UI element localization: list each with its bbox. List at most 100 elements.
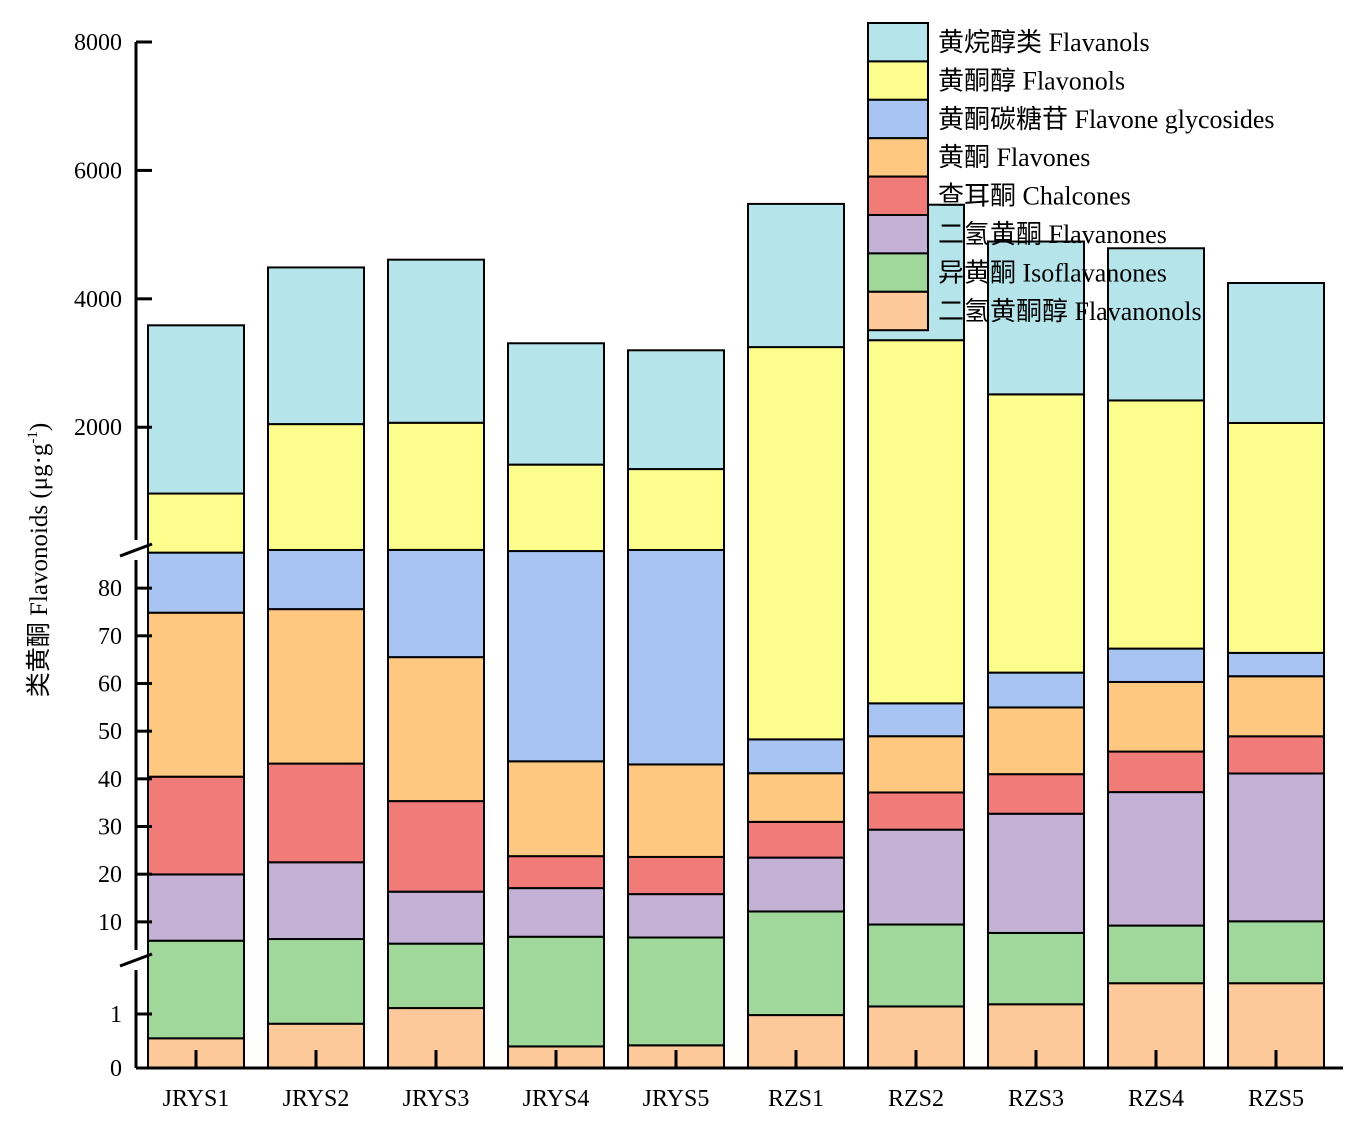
y-tick-label: 30 <box>98 815 122 841</box>
x-tick-label: JRYS2 <box>283 1086 350 1112</box>
y-tick-label: 8000 <box>74 30 122 56</box>
bar-segment <box>747 772 845 823</box>
bar-segment <box>147 611 245 778</box>
y-tick-label: 60 <box>98 671 122 697</box>
bar-segment <box>147 324 245 495</box>
x-tick-label: JRYS5 <box>643 1086 710 1112</box>
bar-segment <box>267 608 365 765</box>
bar-segment <box>987 812 1085 934</box>
bar-segment <box>987 773 1085 815</box>
bar-segment <box>1227 675 1325 738</box>
bar-stack <box>867 203 965 1070</box>
bar-segment <box>267 861 365 941</box>
legend-swatch <box>867 137 929 178</box>
bar-segment <box>1107 247 1205 402</box>
bar-segment <box>867 702 965 738</box>
bar-segment <box>867 735 965 794</box>
bar-segment <box>147 551 245 614</box>
bar-segment <box>387 421 485 551</box>
y-tick-label: 1 <box>110 1002 122 1028</box>
bar-segment <box>627 468 725 551</box>
x-tick-label: RZS5 <box>1248 1086 1304 1112</box>
bar-segment <box>507 855 605 890</box>
bar-stack <box>507 342 605 1070</box>
y-axis-label-end: ) <box>26 423 53 431</box>
x-tick-label: RZS3 <box>1008 1086 1064 1112</box>
x-tick-label: RZS4 <box>1128 1086 1184 1112</box>
bar-segment <box>987 240 1085 396</box>
bar-segment <box>987 706 1085 776</box>
bar-segment <box>147 775 245 876</box>
legend-swatch <box>867 175 929 217</box>
legend-item: 黄酮碳糖苷 Flavone glycosides <box>867 98 1275 140</box>
bar-segment <box>1107 750 1205 794</box>
bar-segment <box>387 258 485 424</box>
y-axis-label: 类黄酮 Flavonoids (μg·g-1) <box>25 423 53 698</box>
bar-segment <box>1227 735 1325 775</box>
y-tick-label: 4000 <box>74 287 122 313</box>
bar-segment <box>1107 399 1205 650</box>
legend-label: 异黄酮 Isoflavanones <box>938 258 1167 287</box>
bar-segment <box>987 393 1085 674</box>
bar-segment <box>507 887 605 938</box>
bar-segment <box>627 936 725 1047</box>
bar-segment <box>267 548 365 611</box>
bar-segment <box>387 890 485 945</box>
y-tick-label: 80 <box>98 576 122 602</box>
bar-segment <box>747 910 845 1017</box>
legend-item: 黄酮 Flavones <box>867 137 1090 178</box>
legend-item: 黄酮醇 Flavonols <box>867 60 1125 101</box>
y-tick-label: 20 <box>98 862 122 888</box>
bar-segment <box>267 423 365 551</box>
legend-label: 黄烷醇类 Flavanols <box>938 28 1150 57</box>
legend-swatch <box>867 22 929 63</box>
y-axis: 0 1 10 20 30 40 50 60 70 80 2000 4000 6000 8000 <box>74 30 153 1082</box>
bar-segment <box>1107 680 1205 753</box>
bar-segment <box>867 339 965 705</box>
legend-swatch <box>867 98 929 140</box>
bar-stack <box>387 258 485 1069</box>
y-tick-label: 70 <box>98 624 122 650</box>
legend-item: 查耳酮 Chalcones <box>867 175 1131 217</box>
x-tick-label: RZS1 <box>768 1086 824 1112</box>
bar-segment <box>387 942 485 1010</box>
legend-label: 黄酮碳糖苷 Flavone glycosides <box>938 105 1275 134</box>
bar-segment <box>147 939 245 1040</box>
legend-item: 二氢黄酮醇 Flavanonols <box>867 290 1202 332</box>
bar-segment <box>627 763 725 858</box>
bar-segment <box>627 855 725 896</box>
bar-segment <box>1107 924 1205 985</box>
bar-segment <box>387 656 485 803</box>
legend: 黄烷醇类 Flavanols 黄酮醇 Flavonols 黄酮碳糖苷 Flavone… <box>867 22 1275 332</box>
bar-segment <box>747 738 845 775</box>
legend-item: 二氢黄酮 Flavanones <box>867 214 1167 255</box>
bar-segment <box>627 893 725 939</box>
bar-segment <box>387 800 485 893</box>
bar-segment <box>747 202 845 349</box>
y-tick-label: 6000 <box>74 158 122 184</box>
bar-segment <box>147 873 245 942</box>
legend-label: 黄酮醇 Flavonols <box>938 66 1125 95</box>
x-tick-label: JRYS4 <box>523 1086 590 1112</box>
legend-label: 黄酮 Flavones <box>938 143 1090 172</box>
bars-layer <box>147 202 1325 1070</box>
bar-segment <box>1227 772 1325 923</box>
legend-swatch <box>867 214 929 255</box>
bar-segment <box>867 923 965 1008</box>
y-tick-label: 0 <box>110 1056 122 1082</box>
bar-segment <box>867 828 965 926</box>
y-tick-label: 2000 <box>74 415 122 441</box>
legend-swatch <box>867 252 929 293</box>
bar-segment <box>267 266 365 426</box>
bar-segment <box>507 550 605 763</box>
legend-label: 二氢黄酮醇 Flavanonols <box>938 297 1202 326</box>
legend-label: 二氢黄酮 Flavanones <box>938 220 1167 249</box>
bar-segment <box>987 931 1085 1006</box>
x-axis: JRYS1 JRYS2 JRYS3 JRYS4 JRYS5 RZS1 RZS2 RZS3 RZS… <box>136 1050 1343 1112</box>
legend-item: 黄烷醇类 Flavanols <box>867 22 1150 63</box>
bar-segment <box>1227 421 1325 654</box>
bar-stack <box>147 324 245 1070</box>
legend-item: 异黄酮 Isoflavanones <box>867 252 1167 293</box>
